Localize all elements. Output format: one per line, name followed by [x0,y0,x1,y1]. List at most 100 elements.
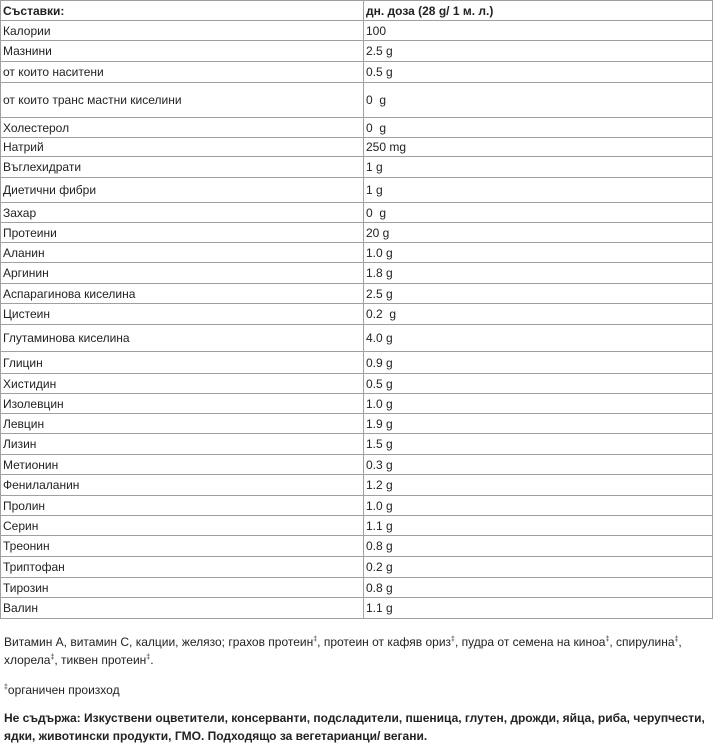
row: Натрий 250 mg [0,137,713,157]
value-cell: дн. доза (28 g/ 1 м. л.) [363,0,713,21]
label-cell: Аланин [0,242,364,263]
row: Аланин 1.0 g [0,242,713,263]
text: Витамин А, витамин С, калции, желязо; гр… [4,635,314,649]
row: Въглехидрати 1 g [0,156,713,178]
row: Глицин 0.9 g [0,351,713,374]
row: Пролин 1.0 g [0,495,713,516]
row: Изолевцин 1.0 g [0,393,713,414]
label-cell: Протеини [0,222,364,243]
value-cell: 20 g [363,222,713,243]
label-cell: Натрий [0,137,364,157]
value-cell: 1.0 g [363,242,713,263]
value-cell: 1.0 g [363,393,713,414]
value-cell: 2.5 g [363,40,713,62]
value-cell: 0 g [363,117,713,138]
text: , хлорела [4,635,682,667]
row: Глутаминова киселина 4.0 g [0,324,713,352]
row: Хистидин 0.5 g [0,373,713,394]
row: Аспарагинова киселина 2.5 g [0,283,713,304]
value-cell: 0 g [363,82,713,118]
value-cell: 100 [363,20,713,41]
label-cell: Калории [0,20,364,41]
row: от които транс мастни киселини 0 g [0,82,713,118]
value-cell: 0.5 g [363,373,713,394]
header-row: Съставки: дн. доза (28 g/ 1 м. л.) [0,0,713,21]
row: Цистеин 0.2 g [0,303,713,325]
row: Холестерол 0 g [0,117,713,138]
row: Захар 0 g [0,202,713,223]
label-cell: Валин [0,597,364,619]
label-cell: Треонин [0,535,364,557]
label-cell: Аргинин [0,262,364,284]
label-cell: Серин [0,515,364,536]
text: , пудра от семена на киноа [454,635,606,649]
label-cell: Глутаминова киселина [0,324,364,352]
row: Валин 1.1 g [0,597,713,619]
text: , протеин от кафяв ориз [317,635,452,649]
label-cell: Изолевцин [0,393,364,414]
label-cell: Аспарагинова киселина [0,283,364,304]
label-cell: Цистеин [0,303,364,325]
text: ‡ [146,654,151,661]
value-cell: 0.9 g [363,351,713,374]
value-cell: 0.2 g [363,556,713,578]
label-cell: от които транс мастни киселини [0,82,364,118]
value-cell: 4.0 g [363,324,713,352]
row: Триптофан 0.2 g [0,556,713,578]
row: Фенилаланин 1.2 g [0,474,713,496]
label-cell: Тирозин [0,577,364,598]
row: Левцин 1.9 g [0,413,713,434]
row: Диетични фибри 1 g [0,177,713,203]
text: органичен произход [7,683,120,697]
row: от които наситени 0.5 g [0,61,713,83]
text: ‡ [313,636,318,643]
footnote: ‡органичен произход [4,681,120,699]
value-cell: 0 g [363,202,713,223]
text: . [150,653,154,667]
value-cell: 0.2 g [363,303,713,325]
nutrition-table: Съставки: дн. доза (28 g/ 1 м. л.) Калории… [0,0,713,619]
row: Протеини 20 g [0,222,713,243]
value-cell: 1.0 g [363,495,713,516]
label-cell: Триптофан [0,556,364,578]
value-cell: 1 g [363,156,713,178]
value-cell: 2.5 g [363,283,713,304]
row: Серин 1.1 g [0,515,713,536]
text: ‡ [605,636,610,643]
value-cell: 0.5 g [363,61,713,83]
value-cell: 250 mg [363,137,713,157]
label-cell: Въглехидрати [0,156,364,178]
label-cell: Пролин [0,495,364,516]
row: Мазнини 2.5 g [0,40,713,62]
value-cell: 0.8 g [363,577,713,598]
text: , тиквен протеин [54,653,147,667]
notice: Не съдържа: Изкуствени оцветители, консе… [4,711,705,743]
text: ‡ [451,636,455,643]
label-cell: Глицин [0,351,364,374]
label-cell: Диетични фибри [0,177,364,203]
value-cell: 0.8 g [363,535,713,557]
value-cell: 1 g [363,177,713,203]
label-cell: Левцин [0,413,364,434]
label-cell: Метионин [0,454,364,475]
value-cell: 1.2 g [363,474,713,496]
ingredients: Витамин А, витамин С, калции, желязо; гр… [4,633,709,669]
row: Лизин 1.5 g [0,433,713,455]
label-cell: Мазнини [0,40,364,62]
text: ‡ [50,654,55,661]
value-cell: 1.1 g [363,597,713,619]
value-cell: 0.3 g [363,454,713,475]
label-cell: от които наситени [0,61,364,83]
label-cell: Захар [0,202,364,223]
row: Аргинин 1.8 g [0,262,713,284]
row: Калории 100 [0,20,713,41]
label-cell: Холестерол [0,117,364,138]
label-cell: Съставки: [0,0,364,21]
label-cell: Лизин [0,433,364,455]
text: , спирулина [609,635,675,649]
label-cell: Хистидин [0,373,364,394]
value-cell: 1.1 g [363,515,713,536]
value-cell: 1.9 g [363,413,713,434]
value-cell: 1.5 g [363,433,713,455]
